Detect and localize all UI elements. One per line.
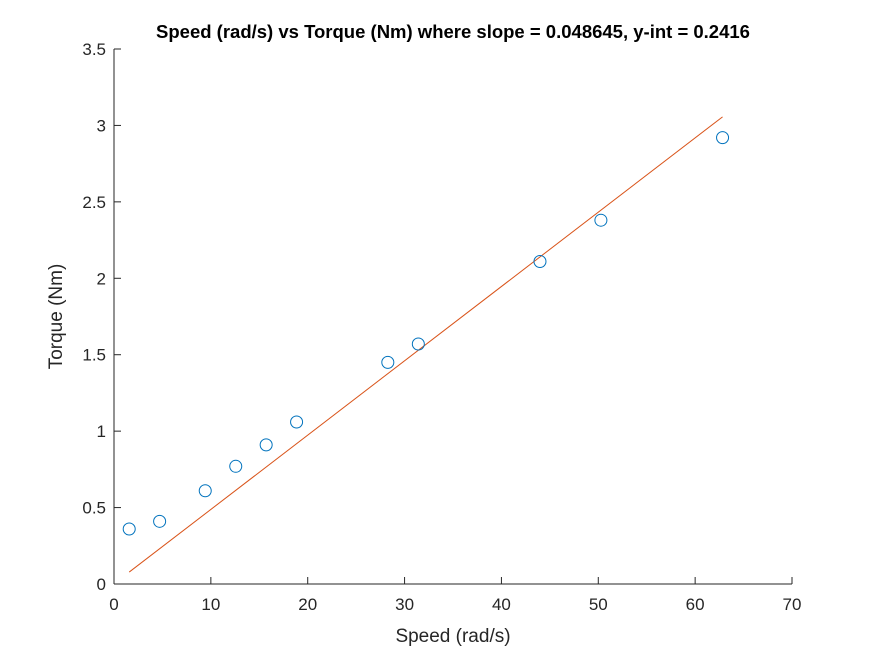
x-axis-ticks: 0 10 20 30 40 50 60 70 [109,577,801,614]
axes-lines [113,49,792,585]
data-point [198,484,212,498]
fit-line [128,116,723,573]
data-point [259,438,273,452]
data-point [122,522,136,536]
x-tick-label: 40 [492,595,511,614]
x-tick-label: 20 [298,595,317,614]
y-tick-label: 0 [97,575,106,594]
chart-title: Speed (rad/s) vs Torque (Nm) where slope… [156,21,750,42]
data-point [229,459,243,473]
x-tick-label: 0 [109,595,118,614]
data-point [290,415,304,429]
y-tick-label: 3 [97,116,106,135]
data-point [716,131,730,145]
data-point [594,213,608,227]
y-axis-label: Torque (Nm) [46,264,67,370]
plot-area [114,49,792,584]
x-axis-label: Speed (rad/s) [395,626,510,647]
x-tick-label: 10 [201,595,220,614]
y-tick-label: 2 [97,269,106,288]
data-point [533,254,547,268]
data-point [153,514,167,528]
x-tick-label: 70 [783,595,802,614]
data-point [411,337,425,351]
y-tick-label: 3.5 [82,40,106,59]
y-tick-label: 1 [97,422,106,441]
series-layer [122,116,730,573]
y-axis-ticks: 0 0.5 1 1.5 2 2.5 3 3.5 [82,40,121,594]
x-tick-label: 50 [589,595,608,614]
x-tick-label: 30 [395,595,414,614]
y-tick-label: 0.5 [82,499,106,518]
y-tick-label: 1.5 [82,346,106,365]
y-tick-label: 2.5 [82,193,106,212]
data-point [381,355,395,369]
x-tick-label: 60 [686,595,705,614]
